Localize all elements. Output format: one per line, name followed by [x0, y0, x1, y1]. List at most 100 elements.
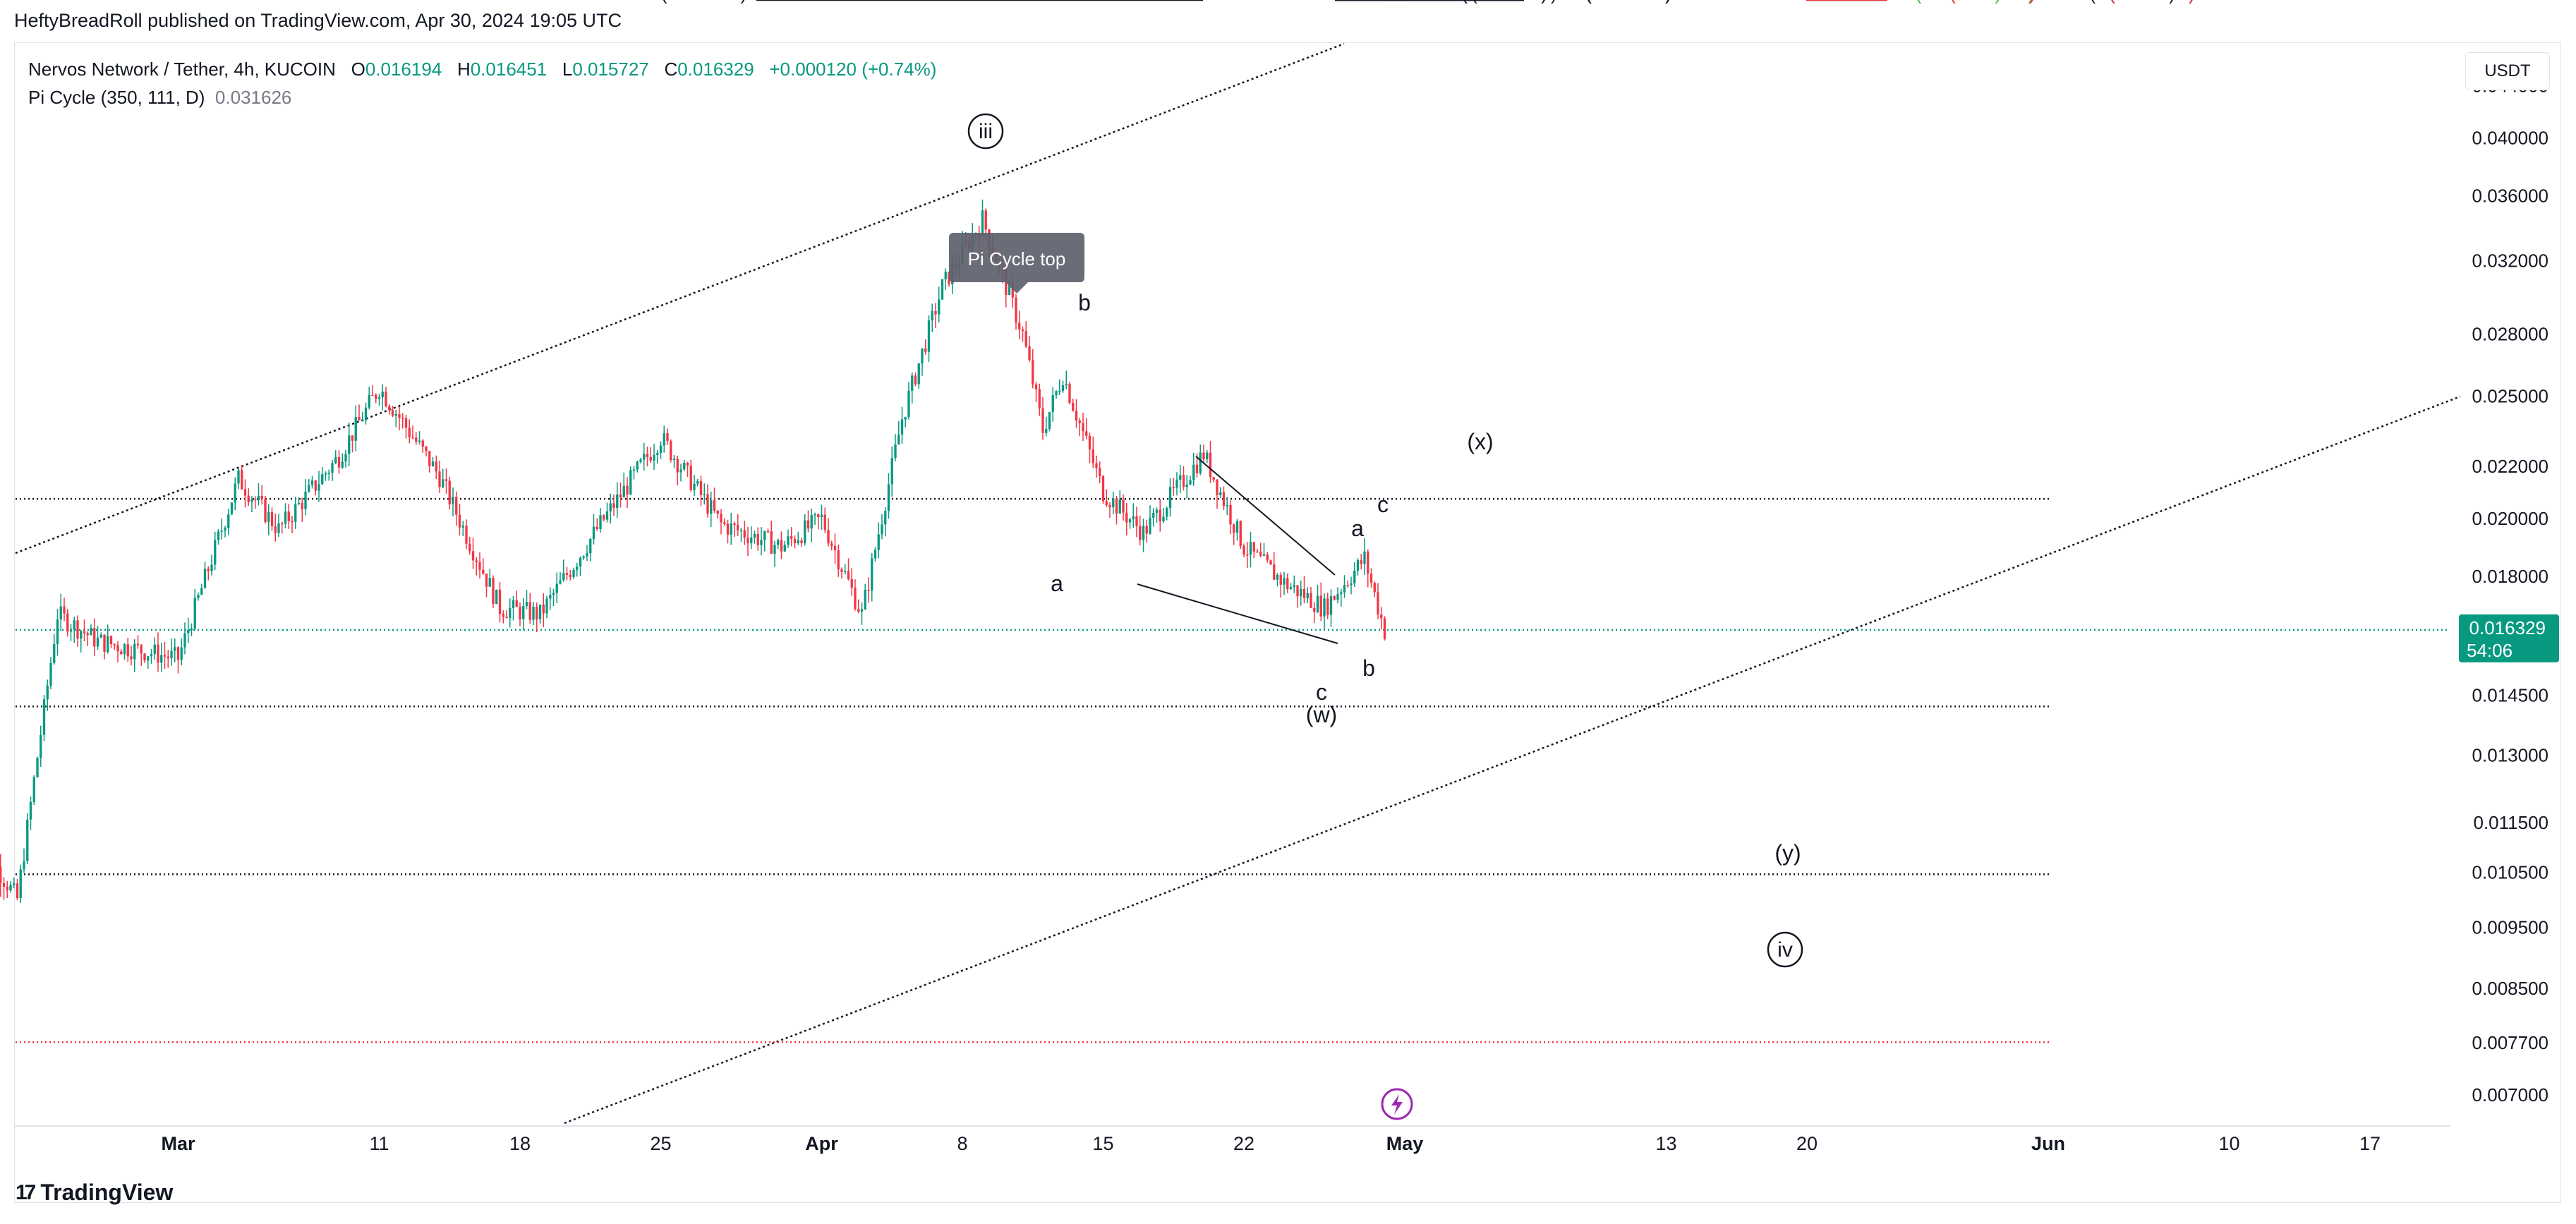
- candle-body: [237, 470, 240, 484]
- candle-body: [804, 520, 806, 543]
- pi-cycle-tooltip: [949, 233, 1084, 282]
- x-axis-tick-label: 20: [1796, 1133, 1818, 1154]
- candle-body: [257, 495, 260, 501]
- candle-body: [1155, 509, 1159, 513]
- high-value: 0.016451: [470, 59, 548, 80]
- x-axis-tick-label: Apr: [805, 1133, 838, 1154]
- candle-body: [854, 587, 857, 610]
- candle-body: [1055, 391, 1058, 396]
- symbol-title: Nervos Network / Tether, 4h, KUCOIN: [28, 59, 336, 80]
- candle-body: [56, 619, 59, 644]
- candle-body: [1041, 408, 1044, 433]
- indicator-title[interactable]: Pi Cycle (350, 111, D): [28, 87, 205, 108]
- y-axis-tick-label: 0.020000: [2472, 508, 2548, 529]
- candle-body: [187, 629, 190, 634]
- y-axis-tick-label: 0.013000: [2472, 744, 2548, 765]
- candle-body: [83, 631, 86, 634]
- candle-body: [445, 479, 448, 481]
- currency-button[interactable]: USDT: [2465, 52, 2550, 90]
- candle-body: [693, 483, 696, 490]
- candle-body: [1192, 464, 1195, 480]
- candle-body: [877, 534, 880, 550]
- last-price-tag: [2459, 614, 2559, 662]
- tradingview-brand[interactable]: 17 TradingView: [16, 1180, 173, 1206]
- candle-body: [324, 473, 327, 475]
- wave-iii-circle: [967, 113, 1004, 150]
- candle-body: [331, 463, 334, 473]
- candle-body: [871, 558, 873, 591]
- wave-b-small-label: b: [1362, 655, 1375, 681]
- candle-body: [1383, 618, 1386, 639]
- fib-0236-x-label: 0.236 (0.020089): [1537, 0, 1671, 4]
- pi-cycle-label: Pi Cycle top: [968, 248, 1066, 269]
- candle-body: [1279, 574, 1282, 585]
- candle-body: [867, 589, 870, 591]
- candle-body: [787, 536, 790, 545]
- candle-body: [860, 609, 864, 612]
- candle-body: [1206, 452, 1209, 459]
- wave-iv-circle: [1767, 931, 1803, 968]
- candle-body: [1118, 499, 1121, 514]
- candle-body: [1122, 499, 1125, 513]
- candle-body: [90, 628, 92, 636]
- candle-body: [716, 510, 719, 514]
- candle-body: [672, 459, 676, 460]
- candle-body: [133, 643, 136, 660]
- candle-body: [157, 644, 159, 663]
- y-axis-tick-label: 0.028000: [2472, 323, 2548, 344]
- x-axis-tick-label: May: [1386, 1133, 1424, 1154]
- fib-05-dotted-label: 0.5 (0.010463): [2060, 0, 2175, 4]
- candle-body: [1162, 516, 1165, 522]
- candle-body: [465, 525, 468, 544]
- fib-0382-x-label: 0.382 (0.022682): [1537, 0, 1671, 4]
- close-label: C: [664, 59, 678, 80]
- y-axis-tick-label: 0.025000: [2472, 385, 2548, 406]
- candle-body: [827, 530, 830, 544]
- candle-body: [398, 413, 401, 418]
- candle-body: [40, 734, 42, 758]
- candle-body: [763, 531, 766, 540]
- candle-body: [1048, 411, 1051, 430]
- candle-body: [304, 491, 307, 509]
- candle-body: [643, 454, 646, 460]
- candle-body: [689, 465, 692, 490]
- y-axis-tick-label: 0.018000: [2472, 566, 2548, 587]
- candle-body: [706, 494, 709, 514]
- candle-body: [488, 578, 491, 587]
- candle-body: [260, 495, 263, 499]
- high-label: H: [456, 59, 471, 80]
- candle-body: [582, 556, 585, 558]
- candle-body: [505, 617, 508, 618]
- candle-body: [532, 607, 535, 620]
- tradingview-logo-icon: 17: [16, 1180, 36, 1204]
- candle-body: [1182, 475, 1185, 487]
- candle-body: [723, 522, 726, 524]
- candle-body: [753, 533, 756, 538]
- candle-body: [1262, 554, 1266, 556]
- candle-body: [864, 589, 866, 610]
- lower-channel-line: [564, 395, 2461, 1125]
- candle-body: [109, 636, 113, 645]
- candle-body: [180, 647, 183, 660]
- candle-body: [616, 494, 619, 509]
- candle-body: [948, 272, 950, 285]
- candle-body: [32, 777, 35, 802]
- candle-body: [1222, 492, 1226, 507]
- candle-body: [1283, 578, 1286, 585]
- candle-body: [773, 545, 776, 554]
- candle-body: [428, 451, 431, 466]
- candle-body: [1108, 505, 1111, 508]
- candle-body: [924, 348, 927, 352]
- candle-body: [264, 499, 267, 522]
- low-value: 0.015727: [572, 59, 649, 80]
- candle-body: [190, 628, 193, 630]
- wave-a-small-label: a: [1351, 516, 1364, 541]
- candle-body: [297, 502, 301, 504]
- candle-body: [475, 560, 478, 563]
- wave-c-upper-label: c: [1377, 492, 1389, 517]
- candle-body: [659, 445, 663, 454]
- candle-body: [1293, 585, 1295, 588]
- candle-body: [210, 564, 213, 571]
- candle-body: [1058, 391, 1061, 392]
